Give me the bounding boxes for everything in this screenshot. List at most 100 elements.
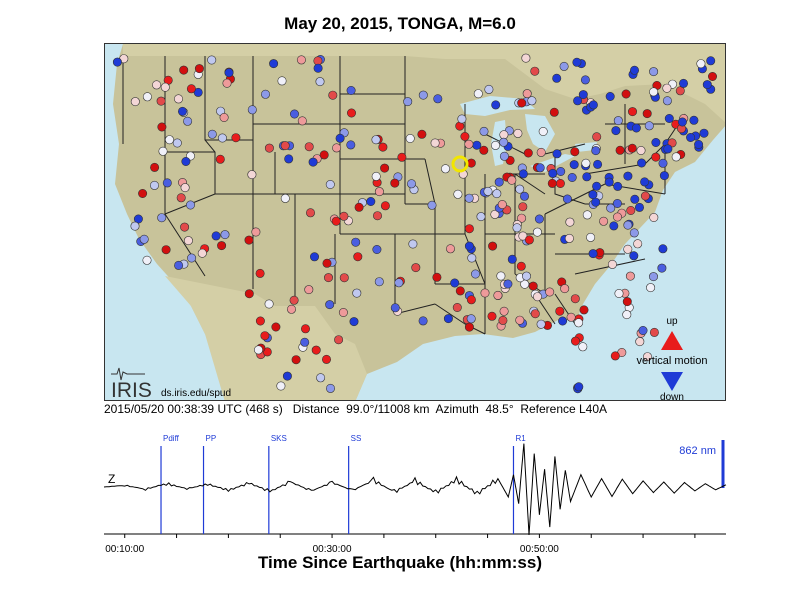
station-dot: [591, 197, 601, 207]
state-border: [584, 163, 646, 175]
station-dot: [635, 337, 645, 347]
station-dot: [686, 133, 696, 143]
iris-logo: IRIS ds.iris.edu/spud: [111, 367, 231, 400]
chart-title: May 20, 2015, TONGA, M=6.0: [284, 14, 516, 33]
station-dot: [430, 138, 440, 148]
station-dot: [464, 224, 474, 234]
motion-legend: up vertical motion down: [637, 316, 708, 401]
event-azimuth: Azimuth 48.5°: [435, 402, 514, 416]
station-dot: [433, 94, 443, 104]
station-dot: [488, 241, 498, 251]
station-dot: [280, 141, 290, 151]
station-dot: [328, 90, 338, 100]
station-dot: [629, 228, 639, 238]
station-dot: [507, 254, 517, 264]
station-dot: [183, 116, 193, 126]
time-ticks: 00:10:00 00:30:00 00:50:00: [105, 534, 696, 555]
station-dot: [394, 278, 404, 288]
station-dot: [176, 193, 186, 203]
station-dot: [552, 73, 562, 83]
station-dot: [610, 351, 620, 361]
legend-down-label: down: [660, 392, 684, 401]
station-dot: [180, 222, 190, 232]
station-dot: [161, 245, 171, 255]
station-dot: [464, 193, 474, 203]
station-dot: [310, 252, 320, 262]
station-dot: [479, 126, 489, 136]
station-dot: [497, 200, 507, 210]
station-dot: [480, 288, 490, 298]
station-dot: [629, 251, 639, 261]
down-arrow-icon: [661, 372, 683, 391]
station-dot: [251, 227, 261, 237]
amplitude-label: 862 nm: [679, 445, 716, 457]
phase-label-pp: PP: [206, 434, 217, 443]
station-dot: [220, 230, 230, 240]
station-dot: [613, 116, 623, 126]
station-dot: [306, 208, 316, 218]
station-dot: [613, 181, 623, 191]
station-dot: [696, 59, 706, 69]
station-dot: [570, 294, 580, 304]
station-dot: [380, 163, 390, 173]
station-dot: [331, 216, 341, 226]
station-dot: [522, 89, 532, 99]
station-dot: [558, 316, 568, 326]
station-dot: [658, 158, 668, 168]
station-dot: [296, 55, 306, 65]
station-dot: [403, 97, 413, 107]
station-dot: [567, 173, 577, 183]
station-dot: [591, 146, 601, 156]
station-dot: [535, 163, 545, 173]
state-border: [164, 152, 206, 277]
station-dot: [301, 324, 311, 334]
state-border: [544, 143, 586, 155]
station-dot: [372, 245, 382, 255]
station-dot: [372, 211, 382, 221]
component-label: Z: [108, 472, 115, 486]
atlantic-ocean: [575, 126, 725, 400]
station-dot: [149, 180, 159, 190]
phase-label-sks: SKS: [271, 434, 287, 443]
station-dot: [172, 138, 182, 148]
station-dot: [411, 263, 421, 273]
station-dot: [197, 248, 207, 258]
station-dot: [532, 227, 542, 237]
station-dot: [530, 66, 540, 76]
station-dot: [623, 244, 633, 254]
station-dot: [450, 278, 460, 288]
station-dot: [599, 216, 609, 226]
station-dot: [264, 299, 274, 309]
station-dot: [494, 177, 504, 187]
station-dot: [405, 134, 415, 144]
station-dot: [282, 371, 292, 381]
station-dot: [160, 82, 170, 92]
station-dot: [150, 162, 160, 172]
station-dot: [490, 140, 500, 150]
station-dot: [324, 273, 334, 283]
station-dot: [187, 253, 197, 263]
station-dot: [464, 139, 474, 149]
station-dot: [174, 260, 184, 270]
station-dot: [247, 105, 257, 115]
station-dot: [261, 89, 271, 99]
station-dot: [244, 289, 254, 299]
station-dot: [380, 201, 390, 211]
station-dot: [315, 77, 325, 87]
station-dot: [582, 210, 592, 220]
station-dot: [499, 151, 509, 161]
station-dot: [308, 157, 318, 167]
station-dot: [472, 140, 482, 150]
station-dot: [649, 87, 659, 97]
station-dot: [646, 283, 656, 293]
station-dot: [678, 78, 688, 88]
station-dot: [530, 309, 540, 319]
station-dot: [353, 252, 363, 262]
station-dot: [217, 133, 227, 143]
x-tick-label: 00:10:00: [105, 544, 144, 555]
event-distance: Distance 99.0°/11008 km: [292, 402, 430, 416]
station-dot: [142, 92, 152, 102]
spud-url: ds.iris.edu/spud: [161, 388, 231, 399]
station-dot: [644, 121, 654, 131]
station-dot: [496, 271, 506, 281]
